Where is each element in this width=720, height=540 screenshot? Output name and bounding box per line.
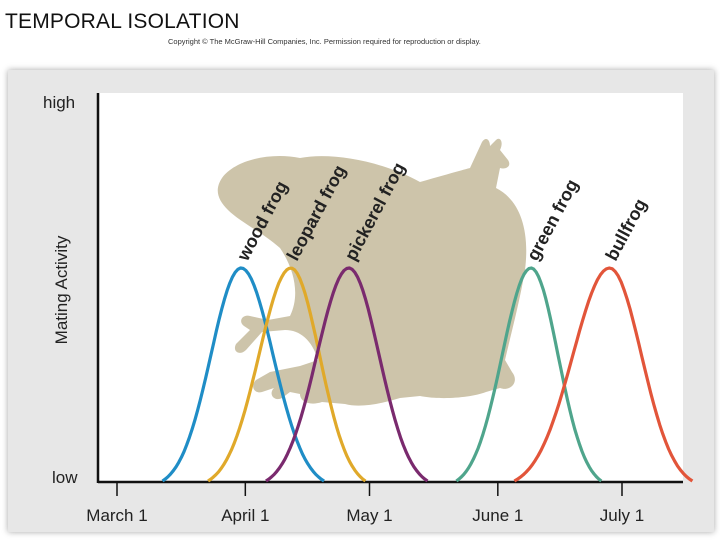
x-tick-label: March 1: [86, 506, 147, 525]
curve-pickerel-frog: [265, 266, 429, 483]
y-axis-label: Mating Activity: [52, 235, 71, 344]
slide-title: TEMPORAL ISOLATION: [5, 10, 240, 33]
x-tick-label: April 1: [221, 506, 269, 525]
x-tick-label: July 1: [600, 506, 644, 525]
y-tick-high: high: [43, 93, 75, 112]
curve-leopard-frog: [207, 266, 367, 483]
copyright-notice: Copyright © The McGraw-Hill Companies, I…: [168, 37, 481, 46]
frog-silhouette: [217, 138, 527, 406]
x-tick-label: June 1: [472, 506, 523, 525]
x-ticks: March 1 April 1 May 1 June 1 July 1: [86, 482, 644, 525]
curve-wood-frog: [161, 266, 325, 483]
curves: [161, 266, 694, 483]
curve-green-frog: [455, 266, 603, 483]
x-tick-label: May 1: [346, 506, 392, 525]
curve-bullfrog: [513, 266, 694, 483]
y-tick-low: low: [52, 468, 78, 487]
